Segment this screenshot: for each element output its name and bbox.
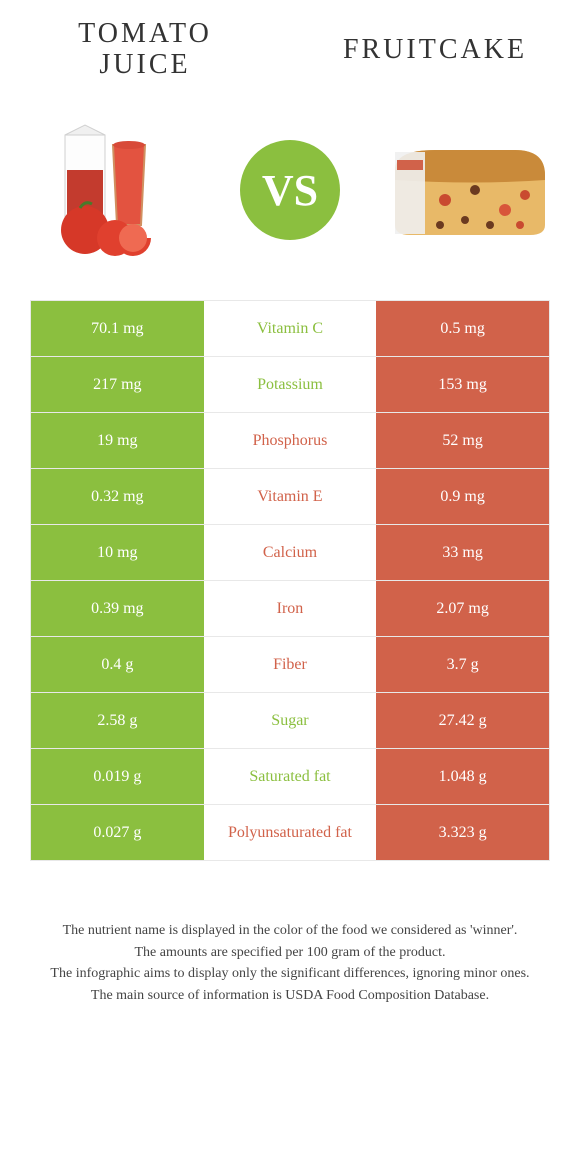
nutrient-name: Polyunsaturated fat [204,805,377,860]
right-value: 3.7 g [376,637,549,692]
vs-badge: VS [240,140,340,240]
title-left: TOMATOJUICE [0,19,290,81]
table-row: 0.39 mgIron2.07 mg [31,581,549,637]
left-value: 0.39 mg [31,581,204,636]
fruitcake-image [350,120,580,260]
nutrient-name: Phosphorus [204,413,377,468]
right-value: 0.5 mg [376,301,549,356]
right-value: 3.323 g [376,805,549,860]
nutrient-name: Vitamin E [204,469,377,524]
table-row: 0.4 gFiber3.7 g [31,637,549,693]
right-value: 153 mg [376,357,549,412]
nutrient-name: Potassium [204,357,377,412]
nutrient-name: Calcium [204,525,377,580]
comparison-table: 70.1 mgVitamin C0.5 mg217 mgPotassium153… [30,300,550,861]
nutrient-name: Vitamin C [204,301,377,356]
nutrient-name: Fiber [204,637,377,692]
right-value: 2.07 mg [376,581,549,636]
image-row: VS [0,100,580,280]
table-row: 0.019 gSaturated fat1.048 g [31,749,549,805]
right-value: 33 mg [376,525,549,580]
left-value: 0.4 g [31,637,204,692]
left-value: 10 mg [31,525,204,580]
table-row: 0.027 gPolyunsaturated fat3.323 g [31,805,549,861]
left-value: 70.1 mg [31,301,204,356]
tomato-juice-image [0,120,230,260]
table-row: 19 mgPhosphorus52 mg [31,413,549,469]
footnote-line: The infographic aims to display only the… [40,964,540,984]
left-value: 217 mg [31,357,204,412]
left-value: 2.58 g [31,693,204,748]
left-value: 0.019 g [31,749,204,804]
footnotes: The nutrient name is displayed in the co… [40,921,540,1007]
table-row: 0.32 mgVitamin E0.9 mg [31,469,549,525]
table-row: 2.58 gSugar27.42 g [31,693,549,749]
left-value: 19 mg [31,413,204,468]
table-row: 70.1 mgVitamin C0.5 mg [31,301,549,357]
left-value: 0.32 mg [31,469,204,524]
table-row: 217 mgPotassium153 mg [31,357,549,413]
footnote-line: The main source of information is USDA F… [40,986,540,1006]
title-right: FRUITCAKE [290,34,580,66]
table-row: 10 mgCalcium33 mg [31,525,549,581]
nutrient-name: Iron [204,581,377,636]
right-value: 1.048 g [376,749,549,804]
header-row: TOMATOJUICE FRUITCAKE [0,0,580,100]
left-value: 0.027 g [31,805,204,860]
footnote-line: The nutrient name is displayed in the co… [40,921,540,941]
nutrient-name: Saturated fat [204,749,377,804]
footnote-line: The amounts are specified per 100 gram o… [40,943,540,963]
right-value: 27.42 g [376,693,549,748]
nutrient-name: Sugar [204,693,377,748]
right-value: 0.9 mg [376,469,549,524]
right-value: 52 mg [376,413,549,468]
